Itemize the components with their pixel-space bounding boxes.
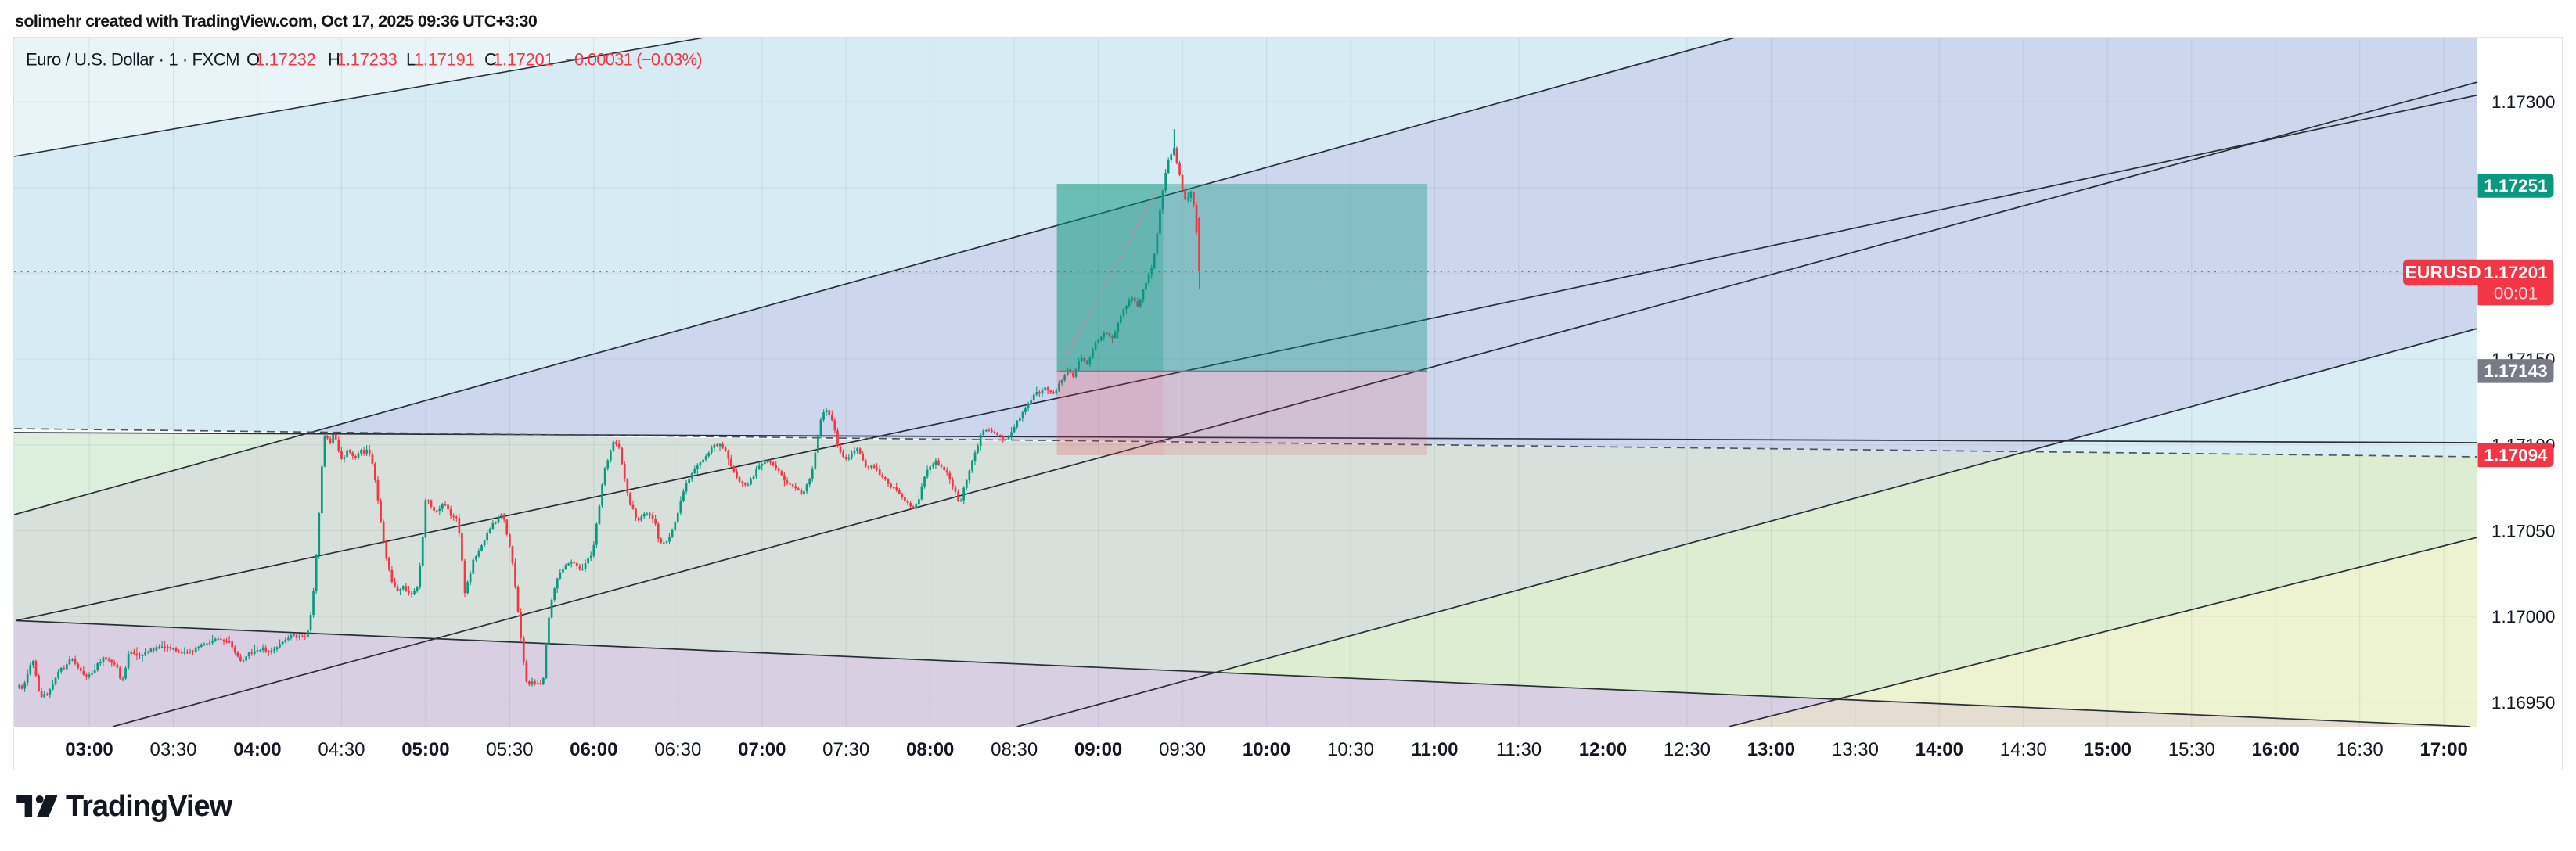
svg-text:1.17143: 1.17143 <box>2484 361 2547 381</box>
svg-text:O: O <box>246 50 260 70</box>
svg-text:11:30: 11:30 <box>1496 739 1542 760</box>
svg-text:15:30: 15:30 <box>2168 739 2215 760</box>
svg-text:1.17191: 1.17191 <box>414 50 474 70</box>
svg-text:1.17251: 1.17251 <box>2484 176 2547 196</box>
svg-text:07:30: 07:30 <box>822 739 869 760</box>
svg-text:13:00: 13:00 <box>1747 739 1795 760</box>
svg-text:07:00: 07:00 <box>738 739 786 760</box>
svg-text:Euro / U.S. Dollar · 1 · FXCM: Euro / U.S. Dollar · 1 · FXCM <box>26 50 239 70</box>
svg-text:EURUSD: EURUSD <box>2405 262 2481 282</box>
svg-text:15:00: 15:00 <box>2084 739 2132 760</box>
svg-text:13:30: 13:30 <box>1832 739 1879 760</box>
svg-text:1.17050: 1.17050 <box>2491 521 2555 540</box>
svg-text:solimehr created with TradingV: solimehr created with TradingView.com, O… <box>15 12 538 31</box>
svg-text:08:30: 08:30 <box>991 739 1038 760</box>
svg-text:05:30: 05:30 <box>486 739 533 760</box>
svg-text:1.16950: 1.16950 <box>2491 693 2555 713</box>
svg-text:H: H <box>328 50 340 70</box>
svg-text:09:00: 09:00 <box>1074 739 1122 760</box>
svg-text:11:00: 11:00 <box>1411 739 1458 760</box>
svg-text:14:30: 14:30 <box>2000 739 2047 760</box>
svg-text:06:00: 06:00 <box>570 739 617 760</box>
svg-text:12:00: 12:00 <box>1579 739 1627 760</box>
svg-text:1.17000: 1.17000 <box>2491 607 2555 627</box>
svg-text:17:00: 17:00 <box>2420 739 2468 760</box>
svg-text:TradingView: TradingView <box>66 790 233 823</box>
svg-text:03:30: 03:30 <box>149 739 196 760</box>
svg-text:1.17232: 1.17232 <box>255 50 315 70</box>
svg-text:04:30: 04:30 <box>318 739 365 760</box>
svg-text:16:00: 16:00 <box>2252 739 2300 760</box>
svg-text:04:00: 04:00 <box>233 739 281 760</box>
svg-text:00:01: 00:01 <box>2494 284 2538 303</box>
svg-text:16:30: 16:30 <box>2337 739 2384 760</box>
svg-text:09:30: 09:30 <box>1159 739 1206 760</box>
svg-text:1.17094: 1.17094 <box>2484 445 2548 465</box>
svg-text:1.17201: 1.17201 <box>2484 263 2547 282</box>
svg-text:1.17300: 1.17300 <box>2491 92 2555 112</box>
svg-text:C: C <box>484 50 497 70</box>
svg-text:10:30: 10:30 <box>1327 739 1374 760</box>
svg-text:L: L <box>406 50 416 70</box>
svg-text:08:00: 08:00 <box>906 739 954 760</box>
svg-text:05:00: 05:00 <box>401 739 449 760</box>
svg-text:1.17201: 1.17201 <box>493 50 553 70</box>
svg-text:10:00: 10:00 <box>1243 739 1290 760</box>
svg-text:1.17233: 1.17233 <box>336 50 397 70</box>
svg-text:06:30: 06:30 <box>654 739 701 760</box>
svg-text:−0.00031 (−0.03%): −0.00031 (−0.03%) <box>565 50 702 70</box>
svg-text:12:30: 12:30 <box>1664 739 1711 760</box>
svg-text:03:00: 03:00 <box>65 739 113 760</box>
svg-text:14:00: 14:00 <box>1916 739 1963 760</box>
